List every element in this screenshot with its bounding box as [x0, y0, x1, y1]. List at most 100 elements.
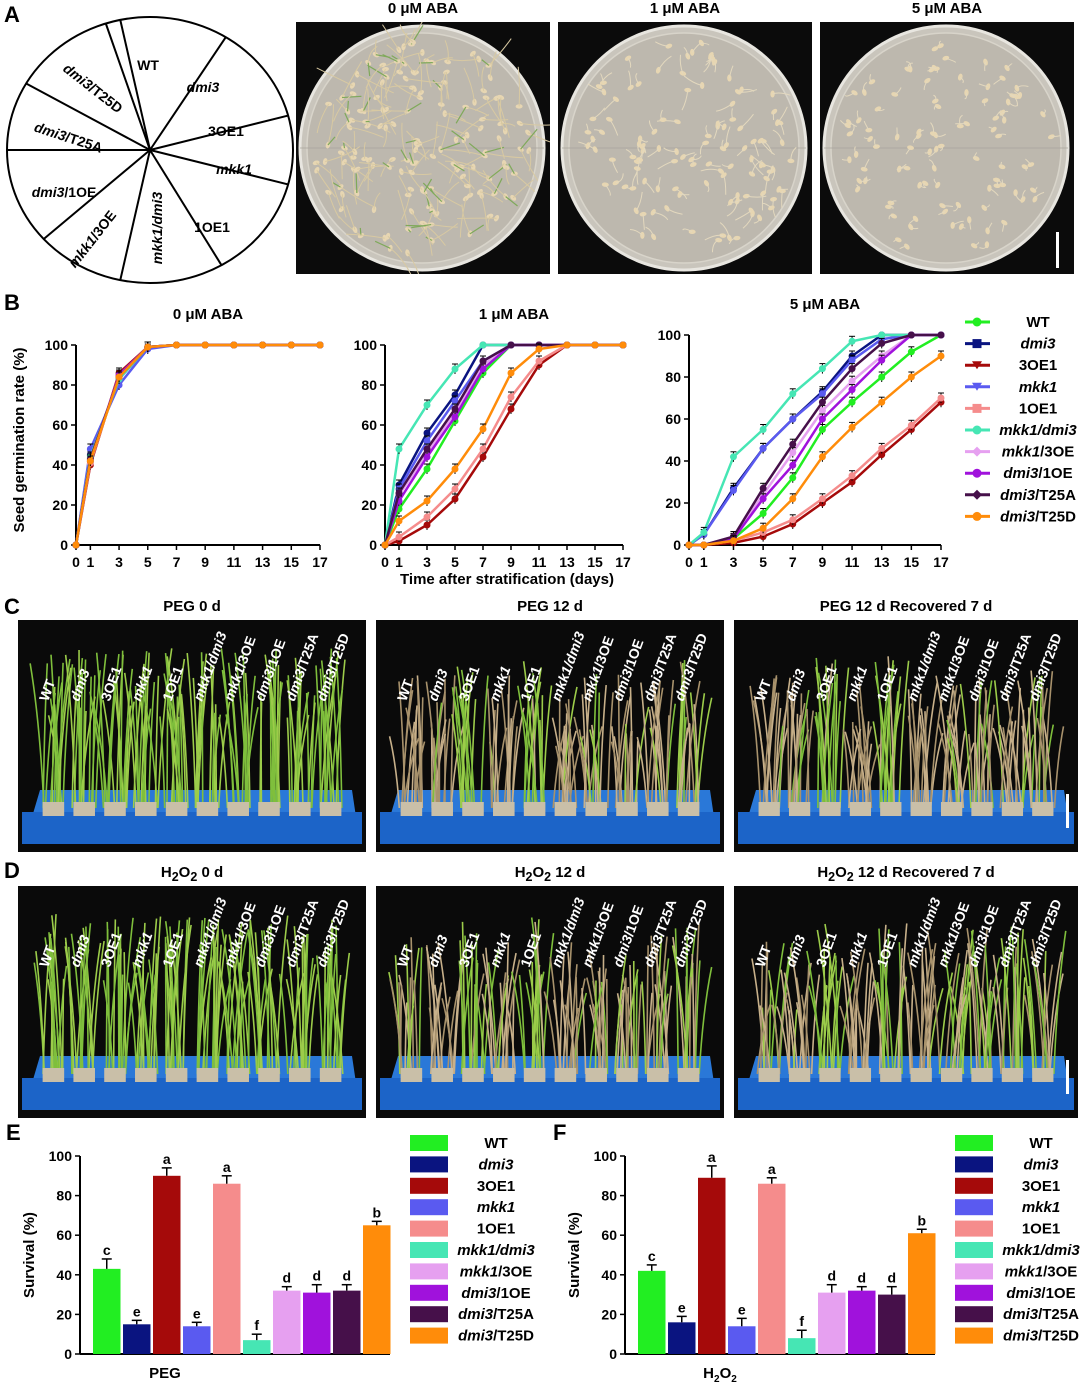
legend-label: mkk1/3OE — [1005, 1263, 1078, 1280]
x-tick-label: 3 — [730, 554, 738, 570]
significance-letter: d — [857, 1270, 866, 1286]
y-tick-label: 100 — [49, 1148, 73, 1164]
bar-mkk1-dmi3 — [788, 1338, 816, 1354]
data-point — [144, 343, 152, 351]
bar-mkk1 — [728, 1326, 756, 1354]
plant-column-5 — [902, 942, 944, 1082]
tray-label-0: WT — [36, 677, 59, 703]
plant-column-9 — [676, 660, 713, 816]
data-point — [700, 528, 708, 536]
peg-photo-0d: WT dmi3 3OE1 mkk1 1OE1 mkk1/dmi3 mkk1/3OE dmi3/… — [18, 620, 366, 852]
plant-column-9 — [1022, 930, 1067, 1082]
legend-label: dmi3 — [478, 1156, 514, 1173]
plant-column-2 — [89, 650, 135, 816]
data-point — [479, 453, 487, 461]
bar-mkk1-dmi3 — [243, 1340, 271, 1354]
significance-letter: d — [312, 1268, 321, 1284]
x-axis-label: PEG — [149, 1365, 181, 1382]
y-axis-label: Survival (%) — [566, 1212, 583, 1298]
plant-column-9 — [671, 923, 713, 1082]
legend-entry-dmi3-1OE: dmi3/1OE — [410, 1284, 531, 1302]
plate-layout-wheel: WTdmi33OE1mkk11OE1mkk1/dmi3mkk1/3OEdmi3/… — [6, 16, 294, 284]
data-point — [479, 425, 487, 433]
legend-marker — [972, 403, 982, 413]
panel-letter-d: D — [4, 858, 20, 883]
significance-letter: a — [768, 1161, 776, 1177]
wheel-label-mkk1-dmi3: mkk1/dmi3 — [149, 192, 165, 265]
legend-swatch — [410, 1242, 448, 1258]
legend-swatch — [955, 1220, 993, 1237]
series-line-mkk1 — [74, 343, 320, 546]
significance-letter: b — [917, 1212, 926, 1228]
plate-title-0aba: 0 μM ABA — [387, 0, 459, 17]
data-point — [789, 449, 797, 457]
plant-column-4 — [872, 656, 910, 816]
plant-column-3 — [127, 916, 162, 1082]
legend-label: dmi3/T25D — [1003, 1328, 1079, 1345]
wheel-label-dmi3: dmi3 — [187, 79, 220, 95]
data-point — [729, 486, 737, 494]
legend-entry-mkk1-3OE: mkk1/3OE — [410, 1263, 532, 1280]
legend-swatch — [410, 1156, 448, 1173]
data-point — [451, 397, 459, 405]
legend-swatch — [410, 1177, 448, 1194]
plant-column-1 — [64, 650, 107, 816]
data-point — [818, 398, 826, 406]
legend-swatch — [955, 1177, 993, 1194]
legend-entry-dmi3-T25A: dmi3/T25A — [965, 487, 1076, 504]
plant-column-5 — [543, 942, 588, 1082]
x-tick-label: 11 — [226, 554, 241, 570]
y-tick-label: 100 — [354, 337, 378, 353]
legend-entry-dmi3-T25D: dmi3/T25D — [955, 1327, 1079, 1345]
wheel-label-1oe1: 1OE1 — [194, 219, 230, 235]
legend-label: mkk1/dmi3 — [999, 422, 1077, 439]
plant-column-3 — [487, 675, 525, 816]
series-line-mkk1 — [688, 333, 941, 547]
bar-WT — [93, 1268, 121, 1354]
y-tick-label: 80 — [52, 377, 68, 393]
y-tick-label: 60 — [665, 411, 681, 427]
bar-3OE1 — [153, 1175, 181, 1354]
data-point — [878, 356, 886, 364]
bar-dmi3-T25D — [908, 1233, 936, 1354]
panel-letter-c: C — [4, 594, 20, 619]
h2o2-title-recovered: H2O2 12 d Recovered 7 d — [817, 864, 995, 884]
significance-letter: f — [799, 1313, 804, 1329]
data-point — [878, 444, 886, 452]
plant-column-6 — [926, 929, 975, 1082]
legend-label: dmi3/T25D — [1000, 508, 1076, 525]
legend-swatch — [955, 1199, 993, 1216]
wheel-label-mkk1: mkk1 — [216, 161, 252, 177]
x-tick-label: 1 — [700, 554, 708, 570]
significance-letter: d — [887, 1270, 896, 1286]
series-line-mkk1-dmi3 — [74, 343, 320, 546]
bar-1OE1 — [213, 1183, 241, 1354]
y-tick-label: 20 — [601, 1306, 617, 1322]
wheel-divider — [119, 149, 151, 281]
data-point — [423, 497, 431, 505]
plant-column-0 — [749, 675, 791, 816]
data-point — [759, 495, 767, 503]
data-point — [937, 394, 945, 402]
bar-3OE1 — [698, 1177, 726, 1354]
bar-dmi3-1OE — [848, 1290, 876, 1354]
legend-entry-dmi3-T25A: dmi3/T25A — [410, 1306, 534, 1323]
plant-column-0 — [33, 914, 68, 1082]
data-point — [479, 357, 487, 365]
series-line-dmi3 — [383, 343, 623, 546]
data-point — [685, 541, 693, 549]
plate-photo-1aba — [558, 22, 812, 274]
series-line-mkk1-dmi3 — [688, 333, 941, 546]
plant-column-2 — [102, 917, 142, 1082]
data-point — [423, 521, 431, 529]
tray-label-0: WT — [394, 677, 417, 703]
tray-label-0: WT — [394, 943, 417, 969]
data-point — [201, 341, 209, 349]
plant-column-4 — [159, 652, 189, 816]
data-point — [619, 341, 627, 349]
y-tick-label: 60 — [601, 1227, 617, 1243]
x-axis-label: H2O2 — [703, 1365, 737, 1385]
bar-dmi3-1OE — [303, 1292, 331, 1354]
data-point — [230, 341, 238, 349]
tray-label-0: WT — [36, 943, 59, 969]
